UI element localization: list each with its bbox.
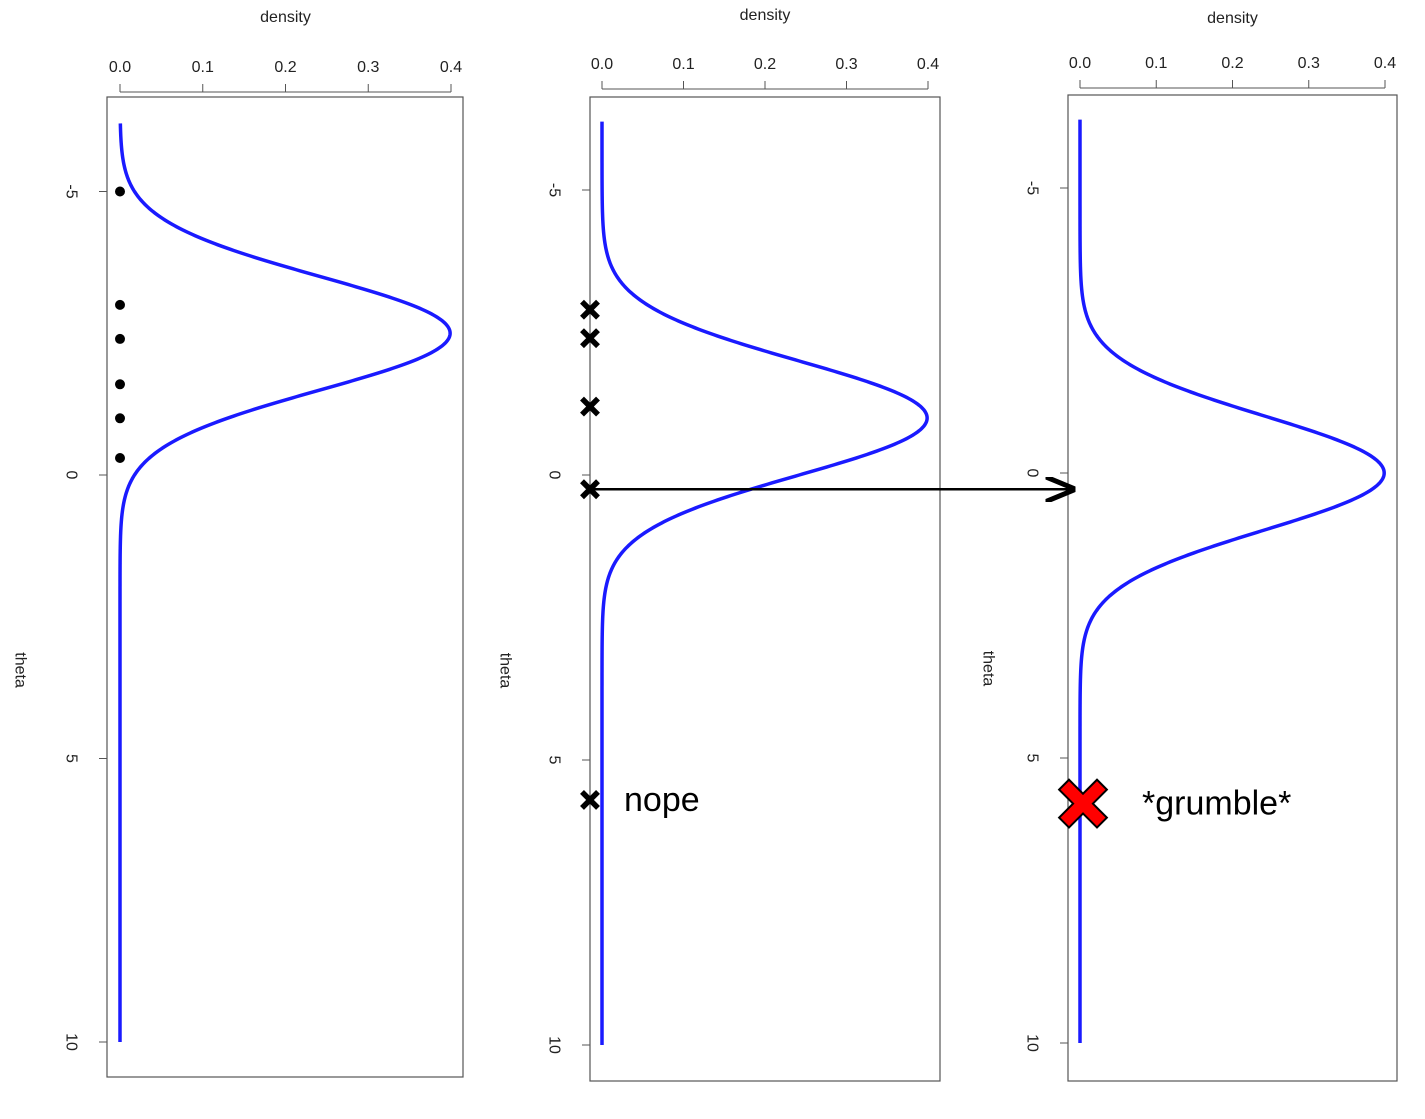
rejected-proposal-marker xyxy=(1060,781,1106,827)
density-tick-label: 0.4 xyxy=(440,59,462,76)
density-tick-label: 0.4 xyxy=(1374,55,1396,72)
density-tick-label: 0.2 xyxy=(274,59,296,76)
panel-1: 0.0 0.1 0.2 0.3 0.4 density -5 0 5 10 theta xyxy=(12,9,464,1078)
density-tick-label: 0.1 xyxy=(672,56,694,73)
rejected-sample-marker xyxy=(580,328,600,349)
density-tick-label: 0.2 xyxy=(1221,55,1243,72)
theta-tick-label: 5 xyxy=(1024,754,1041,763)
density-tick-label: 0.0 xyxy=(109,59,131,76)
rejected-sample-marker xyxy=(580,396,600,417)
rejected-sample-marker xyxy=(580,789,600,810)
density-tick-label: 0.4 xyxy=(917,56,939,73)
theta-tick-label: 0 xyxy=(1024,469,1041,478)
density-axis-label: density xyxy=(1207,10,1258,27)
theta-axis-label: theta xyxy=(980,651,997,687)
density-tick-label: 0.0 xyxy=(591,56,613,73)
theta-axis-label: theta xyxy=(497,653,514,689)
density-tick-label: 0.3 xyxy=(357,59,379,76)
theta-tick-label: 10 xyxy=(546,1036,563,1054)
density-curve xyxy=(118,123,452,1042)
panel-2: 0.0 0.1 0.2 0.3 0.4 density -5 0 5 10 theta nope xyxy=(497,7,941,1082)
density-tick-label: 0.2 xyxy=(754,56,776,73)
plot-frame xyxy=(589,96,941,1082)
theta-tick-label: 0 xyxy=(63,471,80,480)
density-tick-label: 0.0 xyxy=(1069,55,1091,72)
density-curve xyxy=(600,121,929,1045)
sample-point xyxy=(115,379,125,390)
rejected-sample-marker xyxy=(580,299,600,320)
annotation-text: *grumble* xyxy=(1142,785,1291,823)
sample-point xyxy=(115,333,125,344)
density-axis-label: density xyxy=(740,7,791,24)
theta-tick-label: 5 xyxy=(63,754,80,763)
theta-tick-label: 10 xyxy=(63,1033,80,1051)
theta-tick-label: 5 xyxy=(546,756,563,765)
theta-tick-label: 10 xyxy=(1024,1034,1041,1052)
theta-tick-label: -5 xyxy=(1024,181,1041,195)
sample-point xyxy=(115,299,125,310)
panel-3: 0.0 0.1 0.2 0.3 0.4 density -5 0 5 10 theta *grumbl… xyxy=(980,10,1398,1082)
density-tick-label: 0.3 xyxy=(835,56,857,73)
plot-frame xyxy=(106,96,464,1078)
sample-point xyxy=(115,186,125,197)
density-tick-label: 0.3 xyxy=(1298,55,1320,72)
density-tick-label: 0.1 xyxy=(1145,55,1167,72)
theta-tick-label: -5 xyxy=(546,183,563,197)
annotation-text: nope xyxy=(624,781,700,819)
sample-point xyxy=(115,413,125,424)
density-axis-label: density xyxy=(260,9,311,26)
density-curve xyxy=(1078,119,1386,1043)
density-tick-label: 0.1 xyxy=(192,59,214,76)
theta-tick-label: -5 xyxy=(63,184,80,198)
theta-tick-label: 0 xyxy=(546,471,563,480)
sample-point xyxy=(115,452,125,463)
theta-axis-label: theta xyxy=(12,652,29,688)
